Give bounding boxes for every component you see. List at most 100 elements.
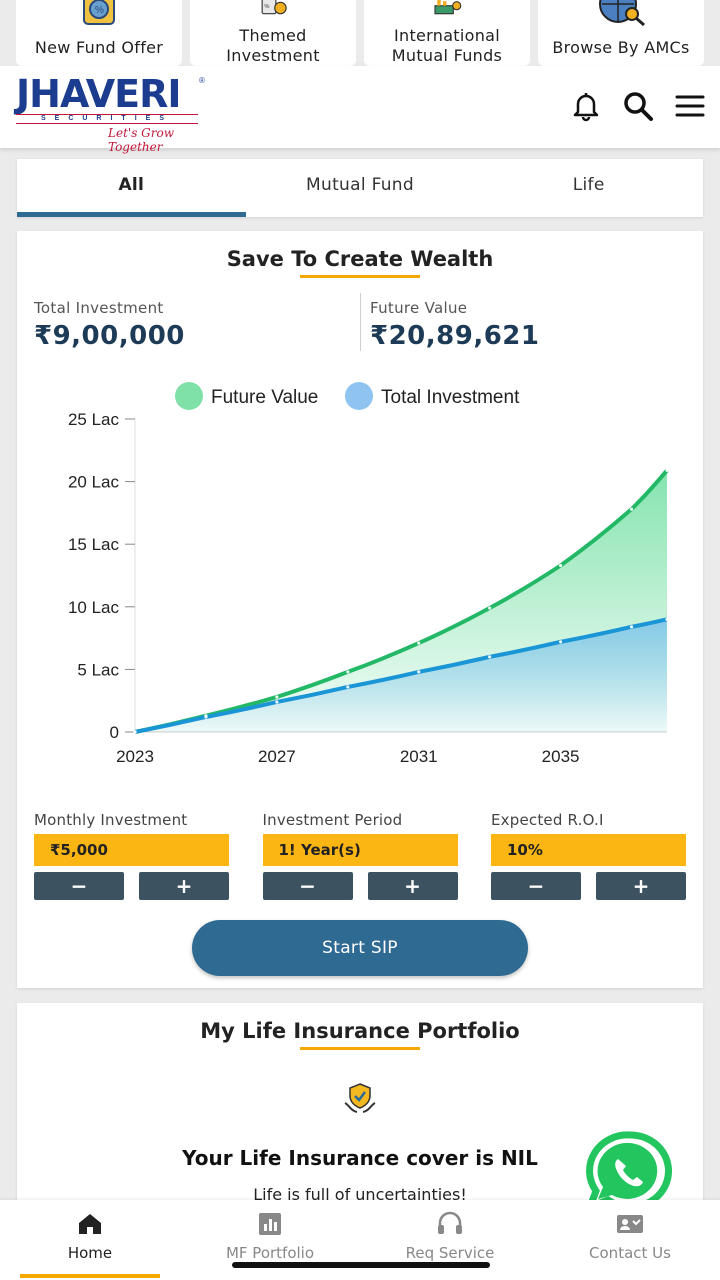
category-tabs: All Mutual Fund Life — [17, 159, 703, 217]
expected-roi-value[interactable]: 10% — [491, 834, 686, 866]
nav-label: Contact Us — [589, 1244, 671, 1262]
monthly-investment-control: Monthly Investment ₹5,000 − + — [34, 811, 229, 900]
expected-roi-increase-button[interactable]: + — [596, 872, 686, 900]
expected-roi-control: Expected R.O.I 10% − + — [491, 811, 686, 900]
quick-link-new-fund-offer[interactable]: % New Fund Offer — [16, 0, 182, 66]
x-tick-label: 2031 — [400, 747, 438, 766]
sip-growth-chart: Future Value Total Investment 0 5 Lac 10 Lac… — [68, 382, 669, 766]
future-value-stat: Future Value ₹20,89,621 — [370, 299, 539, 351]
svg-text:%: % — [95, 5, 104, 16]
globe-search-icon — [599, 0, 645, 27]
investment-period-value[interactable]: 1! Year(s) — [262, 834, 458, 866]
life-sub-text: Life is full of uncertainties! — [253, 1185, 467, 1204]
y-tick-label: 10 Lac — [68, 598, 120, 617]
monthly-investment-increase-button[interactable]: + — [139, 872, 229, 900]
control-label: Investment Period — [262, 811, 403, 829]
nav-label: MF Portfolio — [225, 1244, 315, 1262]
investment-period-increase-button[interactable]: + — [367, 872, 458, 900]
future-value-point — [629, 507, 634, 511]
total-investment-point — [665, 617, 669, 621]
monthly-investment-decrease-button[interactable]: − — [34, 872, 124, 900]
total-investment-point — [488, 655, 492, 659]
nav-contact-us[interactable]: Contact Us — [540, 1200, 720, 1280]
contact-card-icon — [617, 1215, 643, 1233]
title-underline — [300, 275, 420, 278]
total-investment-point — [133, 730, 137, 734]
monthly-investment-value[interactable]: ₹5,000 — [34, 834, 229, 866]
registered-mark: ® — [199, 76, 205, 85]
tab-life[interactable]: Life — [572, 175, 605, 195]
total-investment-point — [275, 700, 279, 704]
total-investment-point — [417, 670, 421, 674]
brand-sub: SECURITIES — [16, 114, 198, 124]
y-tick-label: 0 — [110, 723, 119, 742]
nav-mf-portfolio[interactable]: MF Portfolio — [180, 1200, 360, 1280]
total-investment-point — [629, 625, 634, 629]
sip-calculator-card: Save To Create Wealth Total Investment ₹… — [17, 231, 703, 988]
quick-link-label: Browse By AMCs — [552, 38, 690, 57]
quick-link-label: Themed Investment — [226, 26, 320, 65]
y-tick-label: 15 Lac — [68, 535, 120, 554]
nav-label: Req Service — [405, 1244, 495, 1262]
total-investment-point — [204, 715, 208, 719]
international-icon — [434, 0, 462, 15]
quick-links-strip: % New Fund Offer % Themed Investment Int… — [0, 0, 720, 66]
nav-home[interactable]: Home — [0, 1200, 180, 1280]
sip-controls: Monthly Investment ₹5,000 − + Investment… — [34, 811, 686, 900]
brand-name: JHAVERI — [16, 72, 182, 116]
total-investment-point — [559, 640, 563, 644]
future-value-point — [417, 641, 421, 645]
life-card-title: My Life Insurance Portfolio — [200, 1019, 520, 1043]
total-investment-point — [346, 685, 350, 689]
bottom-navigation: Home MF Portfolio Req Service Contact Us — [0, 1200, 720, 1280]
legend-swatch — [175, 382, 203, 410]
nfo-icon: % — [83, 0, 115, 25]
quick-link-themed-investment[interactable]: % Themed Investment — [190, 0, 356, 66]
home-indicator — [232, 1262, 490, 1268]
legend-swatch — [345, 382, 373, 410]
x-tick-label: 2027 — [258, 747, 296, 766]
start-sip-button[interactable]: Start SIP — [192, 920, 528, 976]
investment-period-decrease-button[interactable]: − — [262, 872, 353, 900]
shield-hands-icon — [344, 1083, 376, 1113]
expected-roi-decrease-button[interactable]: − — [491, 872, 581, 900]
themed-icon: % — [261, 0, 287, 15]
y-tick-label: 20 Lac — [68, 473, 120, 492]
quick-link-international-funds[interactable]: International Mutual Funds — [364, 0, 530, 66]
total-investment-stat: Total Investment ₹9,00,000 — [34, 299, 185, 351]
future-value-label: Future Value — [370, 299, 468, 317]
search-icon[interactable] — [622, 90, 654, 122]
stat-divider — [360, 293, 361, 351]
tab-mutual-fund[interactable]: Mutual Fund — [306, 175, 414, 195]
home-icon — [79, 1214, 101, 1234]
tab-all[interactable]: All — [17, 159, 246, 217]
sip-card-title: Save To Create Wealth — [226, 247, 494, 271]
total-investment-value: ₹9,00,000 — [34, 321, 185, 351]
app-header: JHAVERI ® SECURITIES Let's Grow Together — [0, 66, 720, 154]
future-value-point — [665, 468, 669, 472]
life-insurance-card: My Life Insurance Portfolio Your Life In… — [17, 1003, 703, 1204]
legend-label: Future Value — [211, 387, 318, 408]
nav-req-service[interactable]: Req Service — [360, 1200, 540, 1280]
jhaveri-logo[interactable]: JHAVERI ® SECURITIES Let's Grow Together — [16, 72, 216, 154]
future-value-point — [559, 563, 563, 568]
life-cover-status: Your Life Insurance cover is NIL — [182, 1146, 538, 1170]
title-underline — [300, 1047, 420, 1050]
bar-chart-icon — [259, 1213, 281, 1235]
headset-icon — [438, 1211, 462, 1234]
bell-icon[interactable] — [570, 90, 602, 122]
x-tick-label: 2035 — [542, 747, 580, 766]
future-value-point — [488, 606, 492, 610]
x-tick-label: 2023 — [116, 747, 154, 766]
brand-tagline: Let's Grow Together — [108, 126, 174, 154]
future-value-point — [346, 670, 350, 674]
svg-text:%: % — [264, 4, 269, 10]
total-investment-area — [135, 619, 667, 732]
y-tick-label: 5 Lac — [77, 660, 119, 679]
quick-link-label: International Mutual Funds — [391, 26, 503, 65]
hamburger-menu-icon[interactable] — [674, 90, 706, 122]
future-value-point — [275, 695, 279, 699]
quick-link-browse-amcs[interactable]: Browse By AMCs — [538, 0, 704, 66]
nav-label: Home — [67, 1244, 113, 1262]
control-label: Monthly Investment — [34, 811, 188, 829]
